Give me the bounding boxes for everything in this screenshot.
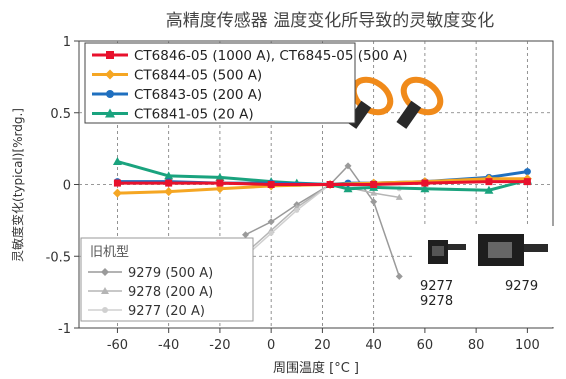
legacy-legend-swatch-marker: [102, 307, 108, 313]
x-tick-label: -20: [209, 338, 230, 353]
x-tick-label: -60: [107, 338, 128, 353]
data-point: [112, 188, 122, 198]
y-axis: 1 0.5 0 -0.5 -1: [46, 35, 79, 337]
data-point: [112, 157, 122, 166]
photo-label-9279: 9279: [505, 279, 538, 294]
y-tick-label: 0: [63, 179, 71, 194]
x-tick-label: 100: [515, 338, 540, 353]
y-tick-label: 0.5: [50, 107, 71, 122]
y-tick-label: -1: [58, 322, 71, 337]
legacy-sensor-photo: 9277 9278 9279: [414, 226, 554, 327]
x-axis-label: 周围温度 [°C ]: [273, 360, 359, 376]
x-axis: -60 -40 -20 0 20 40 60 80 100: [107, 328, 540, 353]
legend-label: CT6843-05 (200 A): [134, 87, 262, 103]
data-point: [484, 185, 494, 194]
legend-label: CT6841-05 (20 A): [134, 107, 254, 123]
data-point: [113, 179, 121, 187]
legend-item: CT6841-05 (20 A): [92, 107, 254, 123]
data-point: [326, 181, 334, 188]
series-layer: [112, 157, 532, 280]
legacy-legend-swatch-marker: [101, 268, 109, 276]
data-point: [420, 184, 430, 193]
y-tick-label: 1: [63, 35, 71, 50]
legacy-data-point: [268, 230, 274, 236]
legend-swatch-marker: [105, 69, 115, 80]
legacy-data-point: [395, 193, 403, 200]
legacy-data-point: [395, 272, 403, 280]
y-tick-label: -0.5: [46, 250, 71, 265]
photo-label-9277: 9277: [420, 279, 453, 294]
x-tick-label: 60: [417, 338, 434, 353]
legend: CT6846-05 (1000 A), CT6845-05 (500 A) CT6…: [84, 42, 408, 124]
legacy-legend: 旧机型 9279 (500 A) 9278 (200 A) 9277 (20 A): [80, 237, 254, 322]
legend-item: CT6843-05 (200 A): [92, 87, 262, 103]
data-point: [523, 168, 531, 176]
data-point: [485, 178, 493, 186]
x-tick-label: 20: [314, 338, 331, 353]
legacy-legend-item: 9279 (500 A): [88, 266, 213, 281]
legacy-data-point: [294, 207, 300, 213]
legacy-data-point: [370, 198, 378, 206]
x-tick-label: 0: [267, 338, 275, 353]
x-tick-label: -40: [158, 338, 179, 353]
legend-label: CT6846-05 (1000 A), CT6845-05 (500 A): [134, 48, 408, 64]
y-axis-label: 灵敏度变化(typical)[%rdg.]: [10, 108, 25, 262]
legacy-legend-swatch-marker: [101, 287, 109, 294]
legacy-legend-label: 9277 (20 A): [128, 304, 205, 319]
data-point: [164, 187, 174, 197]
current-sensor-photo: [346, 76, 444, 129]
data-point: [216, 179, 224, 187]
legacy-legend-label: 9279 (500 A): [128, 266, 213, 281]
data-point: [370, 181, 378, 188]
legacy-legend-title: 旧机型: [90, 245, 129, 260]
legend-swatch-marker: [106, 90, 114, 98]
data-point: [343, 184, 353, 193]
data-point: [165, 179, 173, 187]
legacy-data-point: [344, 162, 352, 170]
x-tick-label: 40: [365, 338, 382, 353]
legacy-data-point: [267, 218, 275, 226]
legacy-legend-label: 9278 (200 A): [128, 285, 213, 300]
data-point: [267, 181, 275, 188]
x-tick-label: 80: [468, 338, 485, 353]
legacy-data-point: [370, 189, 378, 196]
data-point: [421, 179, 429, 187]
chart-title: 高精度传感器 温度变化所导致的灵敏度变化: [166, 11, 494, 31]
legacy-legend-item: 9277 (20 A): [88, 304, 205, 319]
legend-item: CT6846-05 (1000 A), CT6845-05 (500 A): [92, 48, 408, 64]
legend-swatch-marker: [106, 51, 114, 59]
photo-label-9278: 9278: [420, 294, 453, 309]
legacy-data-point: [242, 231, 250, 239]
legend-label: CT6844-05 (500 A): [134, 68, 262, 84]
data-point: [164, 171, 174, 180]
legend-swatch-marker: [105, 108, 115, 118]
legacy-legend-item: 9278 (200 A): [88, 285, 213, 300]
data-point: [215, 172, 225, 181]
legend-item: CT6844-05 (500 A): [92, 68, 262, 84]
data-point: [523, 178, 531, 186]
series-0: [113, 178, 531, 188]
